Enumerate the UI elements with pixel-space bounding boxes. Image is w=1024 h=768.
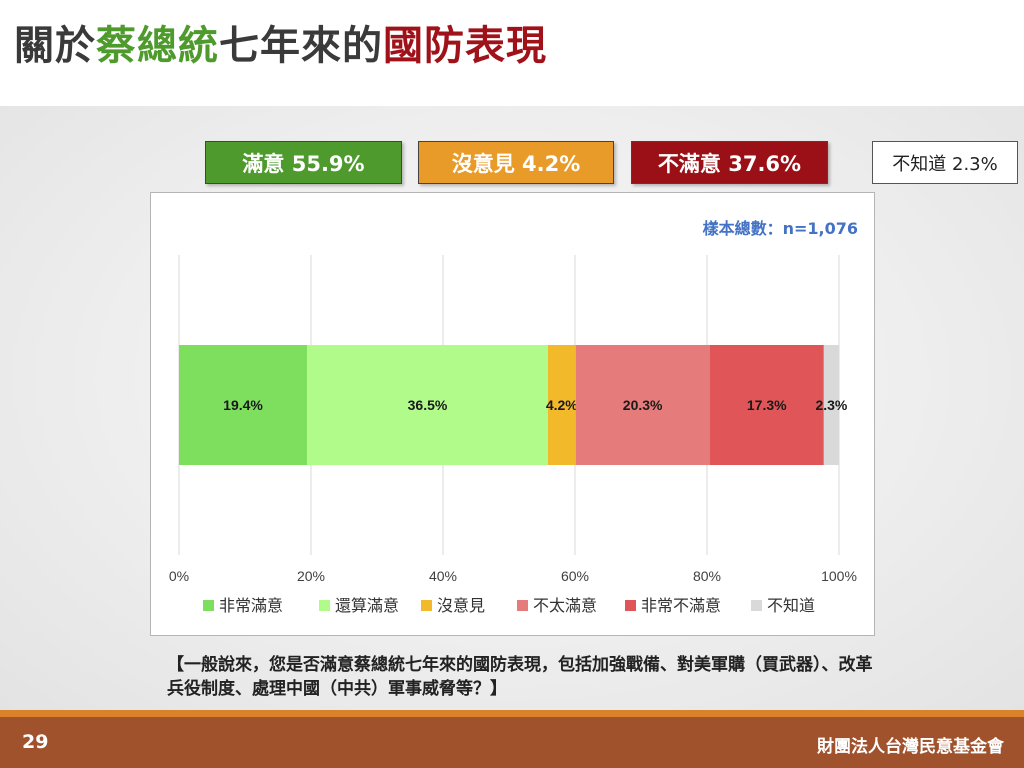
x-tick-label: 0% (169, 568, 189, 584)
data-label: 20.3% (623, 397, 663, 413)
footer-stripe (0, 710, 1024, 717)
data-label: 17.3% (747, 397, 787, 413)
legend-swatch (421, 600, 432, 611)
x-tick-label: 80% (693, 568, 721, 584)
stacked-bar-chart: 0% 20% 40% 60% 80% 100% 19.4% 36.5% 4.2% 20.3% 17.… (169, 255, 857, 615)
legend-swatch (319, 600, 330, 611)
title-part-4: 國防表現 (383, 23, 547, 69)
x-tick-label: 60% (561, 568, 589, 584)
summary-satisfied-box: 滿意 55.9% (205, 141, 402, 184)
title-bar: 關於蔡總統七年來的國防表現 (0, 0, 1024, 106)
legend-swatch (625, 600, 636, 611)
x-tick-label: 20% (297, 568, 325, 584)
title-part-3: 七年來的 (219, 23, 383, 69)
data-label: 19.4% (223, 397, 263, 413)
legend-label: 不知道 (767, 596, 815, 615)
legend-label: 不太滿意 (533, 596, 597, 615)
title-part-1: 關於 (14, 23, 96, 69)
sample-size-label: 樣本總數：n=1,076 (702, 219, 858, 238)
organization-name: 財團法人台灣民意基金會 (817, 737, 1004, 757)
bar-segment (307, 345, 548, 465)
bar-segment (823, 345, 839, 465)
page-number: 29 (22, 731, 49, 753)
x-tick-label: 100% (821, 568, 857, 584)
legend-swatch (203, 600, 214, 611)
bar-segment (547, 345, 576, 465)
legend-label: 還算滿意 (335, 596, 399, 615)
page-title: 關於蔡總統七年來的國防表現 (14, 22, 547, 70)
summary-unsatisfied-box: 不滿意 37.6% (631, 141, 828, 184)
legend-label: 非常滿意 (219, 596, 283, 615)
bar-segment (575, 345, 710, 465)
x-tick-label: 40% (429, 568, 457, 584)
bar-segment (179, 345, 308, 465)
bar-segment (709, 345, 824, 465)
title-part-2: 蔡總統 (96, 23, 219, 69)
legend-swatch (517, 600, 528, 611)
footer: 29 財團法人台灣民意基金會 (0, 717, 1024, 768)
data-label: 2.3% (815, 397, 847, 413)
summary-unknown-box: 不知道 2.3% (872, 141, 1018, 184)
legend-label: 沒意見 (437, 596, 485, 615)
chart-panel: 樣本總數：n=1,076 0% 20% 40% 60% 80% 100% 19.4% 36.5… (150, 192, 875, 636)
data-label: 4.2% (546, 397, 578, 413)
summary-neutral-box: 沒意見 4.2% (418, 141, 614, 184)
survey-question: 【一般說來，您是否滿意蔡總統七年來的國防表現，包括加強戰備、對美軍購（買武器）、… (167, 655, 873, 699)
legend-label: 非常不滿意 (641, 596, 721, 615)
data-label: 36.5% (408, 397, 448, 413)
legend-swatch (751, 600, 762, 611)
